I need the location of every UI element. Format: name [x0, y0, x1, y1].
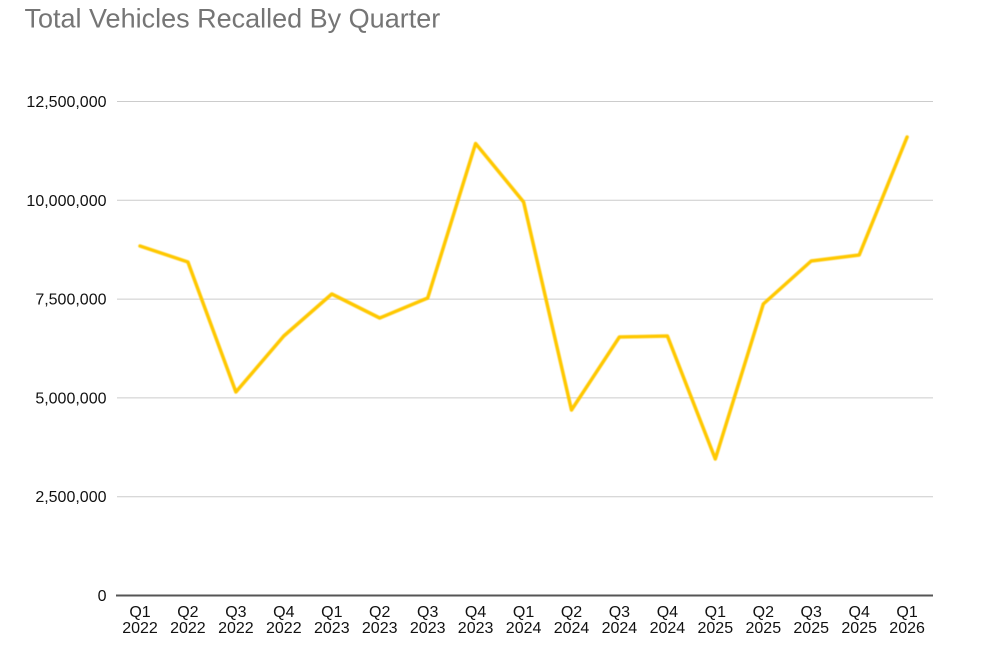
svg-text:Q1: Q1 — [129, 604, 150, 621]
svg-text:Q1: Q1 — [896, 604, 917, 621]
svg-text:Q4: Q4 — [465, 604, 486, 621]
svg-text:Q2: Q2 — [561, 604, 582, 621]
svg-text:2022: 2022 — [218, 620, 254, 637]
svg-text:Q1: Q1 — [321, 604, 342, 621]
svg-text:Q4: Q4 — [849, 604, 870, 621]
svg-text:2023: 2023 — [314, 620, 350, 637]
svg-text:Q4: Q4 — [273, 604, 294, 621]
svg-text:Total Vehicles Recalled By Qua: Total Vehicles Recalled By Quarter — [25, 3, 441, 33]
svg-text:0: 0 — [98, 588, 107, 605]
svg-text:2023: 2023 — [362, 620, 398, 637]
svg-text:Q1: Q1 — [705, 604, 726, 621]
svg-text:Q2: Q2 — [177, 604, 198, 621]
svg-text:2024: 2024 — [650, 620, 686, 637]
svg-text:5,000,000: 5,000,000 — [35, 390, 106, 407]
svg-text:2026: 2026 — [889, 620, 925, 637]
svg-text:2023: 2023 — [410, 620, 446, 637]
svg-text:2024: 2024 — [554, 620, 590, 637]
svg-text:2025: 2025 — [793, 620, 829, 637]
svg-text:2022: 2022 — [122, 620, 158, 637]
svg-text:Q3: Q3 — [801, 604, 822, 621]
svg-text:Q3: Q3 — [417, 604, 438, 621]
svg-text:2025: 2025 — [841, 620, 877, 637]
svg-text:2022: 2022 — [266, 620, 302, 637]
svg-text:Q3: Q3 — [225, 604, 246, 621]
svg-text:2025: 2025 — [746, 620, 782, 637]
svg-text:2025: 2025 — [698, 620, 734, 637]
svg-text:2024: 2024 — [602, 620, 638, 637]
svg-text:2,500,000: 2,500,000 — [35, 489, 106, 506]
svg-text:Q3: Q3 — [609, 604, 630, 621]
svg-text:Q1: Q1 — [513, 604, 534, 621]
svg-text:2023: 2023 — [458, 620, 494, 637]
svg-text:Q4: Q4 — [657, 604, 678, 621]
svg-text:12,500,000: 12,500,000 — [26, 94, 106, 111]
svg-text:2022: 2022 — [170, 620, 206, 637]
svg-text:7,500,000: 7,500,000 — [35, 292, 106, 309]
svg-text:Q2: Q2 — [753, 604, 774, 621]
svg-text:10,000,000: 10,000,000 — [26, 193, 106, 210]
svg-text:2024: 2024 — [506, 620, 542, 637]
svg-text:Q2: Q2 — [369, 604, 390, 621]
